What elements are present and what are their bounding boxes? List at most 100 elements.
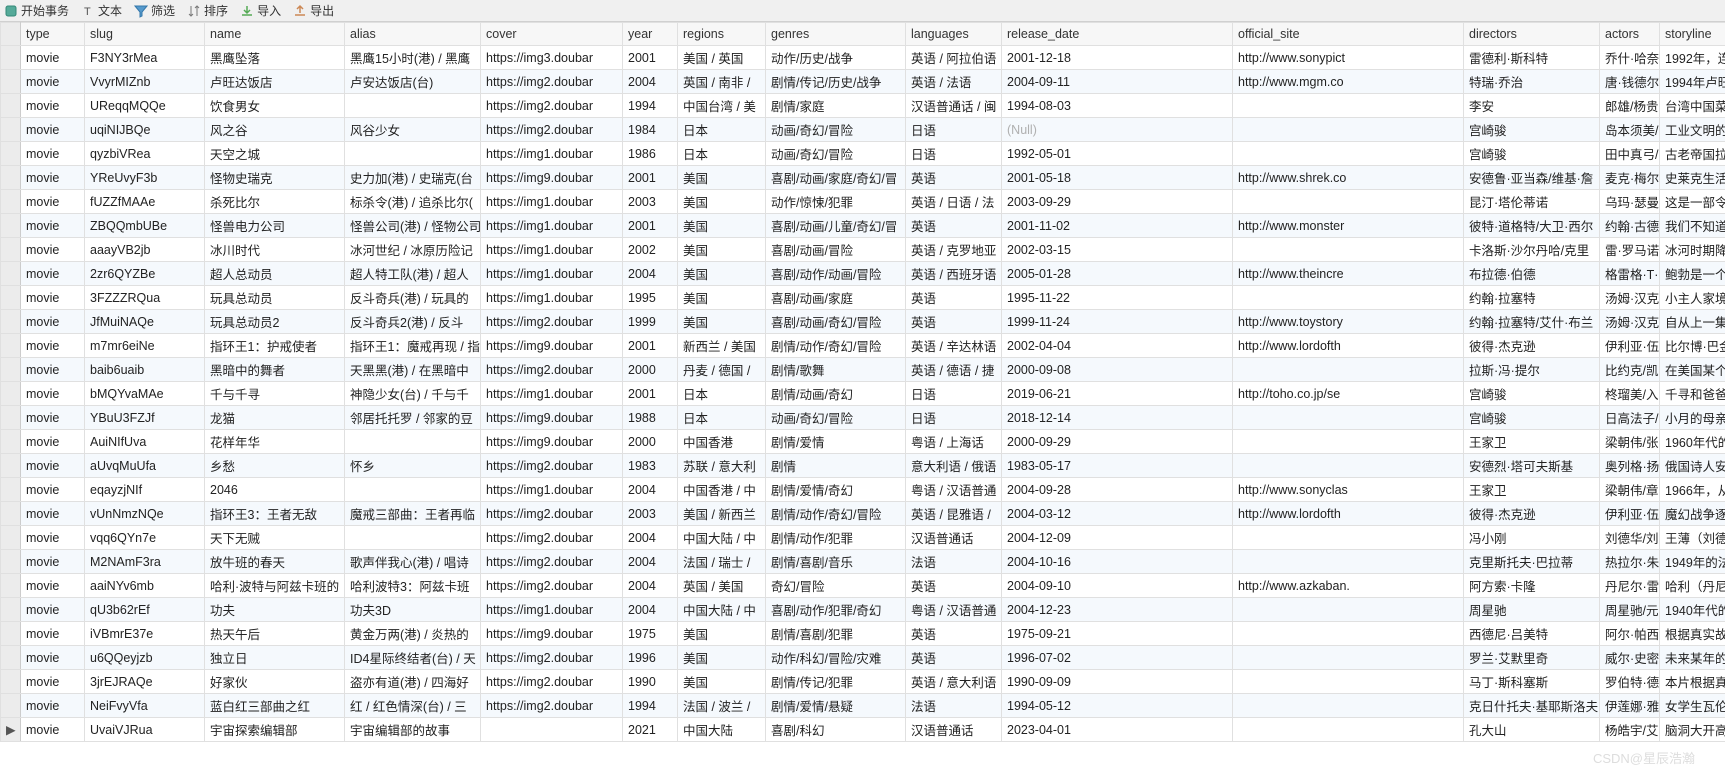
cell-cover[interactable] — [481, 718, 623, 742]
cell-alias[interactable]: 怀乡 — [345, 454, 481, 478]
cell-regions[interactable]: 丹麦 / 德国 / — [678, 358, 766, 382]
cell-official_site[interactable] — [1233, 694, 1464, 718]
cell-official_site[interactable] — [1233, 358, 1464, 382]
cell-genres[interactable]: 剧情 — [766, 454, 906, 478]
column-header-slug[interactable]: slug — [85, 23, 205, 46]
cell-directors[interactable]: 特瑞·乔治 — [1464, 70, 1600, 94]
cell-release_date[interactable]: 2023-04-01 — [1002, 718, 1233, 742]
cell-official_site[interactable] — [1233, 550, 1464, 574]
table-row[interactable]: movieeqayzjNIf2046https://img1.doubar200… — [1, 478, 1725, 502]
cell-genres[interactable]: 动画/奇幻/冒险 — [766, 142, 906, 166]
cell-official_site[interactable]: http://www.theincre — [1233, 262, 1464, 286]
cell-actors[interactable]: 周星驰/元 — [1600, 598, 1660, 622]
cell-storyline[interactable]: 脑洞大开高分 — [1660, 718, 1725, 742]
sort-button[interactable]: 排序 — [187, 2, 228, 19]
cell-year[interactable]: 2001 — [623, 166, 678, 190]
cell-official_site[interactable] — [1233, 526, 1464, 550]
cell-alias[interactable]: 史力加(港) / 史瑞克(台 — [345, 166, 481, 190]
cell-genres[interactable]: 剧情/爱情/悬疑 — [766, 694, 906, 718]
cell-name[interactable]: 指环王3：王者无敌 — [205, 502, 345, 526]
cell-genres[interactable]: 喜剧/动作/犯罪/奇幻 — [766, 598, 906, 622]
cell-cover[interactable]: https://img1.doubar — [481, 214, 623, 238]
cell-directors[interactable]: 马丁·斯科塞斯 — [1464, 670, 1600, 694]
cell-genres[interactable]: 剧情/动作/犯罪 — [766, 526, 906, 550]
cell-cover[interactable]: https://img1.doubar — [481, 382, 623, 406]
cell-slug[interactable]: fUZZfMAAe — [85, 190, 205, 214]
cell-year[interactable]: 2004 — [623, 598, 678, 622]
cell-alias[interactable]: 风谷少女 — [345, 118, 481, 142]
cell-storyline[interactable]: 冰河时期降至 — [1660, 238, 1725, 262]
cell-slug[interactable]: M2NAmF3ra — [85, 550, 205, 574]
cell-languages[interactable]: 日语 — [906, 118, 1002, 142]
cell-cover[interactable]: https://img1.doubar — [481, 142, 623, 166]
cell-cover[interactable]: https://img2.doubar — [481, 70, 623, 94]
cell-storyline[interactable]: 比尔博·巴金斯 — [1660, 334, 1725, 358]
cell-alias[interactable] — [345, 478, 481, 502]
cell-name[interactable]: 指环王1：护戒使者 — [205, 334, 345, 358]
cell-cover[interactable]: https://img2.doubar — [481, 94, 623, 118]
cell-type[interactable]: movie — [21, 454, 85, 478]
cell-actors[interactable]: 乌玛·瑟曼/ — [1600, 190, 1660, 214]
column-header-release_date[interactable]: release_date — [1002, 23, 1233, 46]
cell-official_site[interactable] — [1233, 670, 1464, 694]
cell-official_site[interactable] — [1233, 406, 1464, 430]
cell-official_site[interactable] — [1233, 94, 1464, 118]
cell-regions[interactable]: 苏联 / 意大利 — [678, 454, 766, 478]
cell-official_site[interactable] — [1233, 286, 1464, 310]
column-header-alias[interactable]: alias — [345, 23, 481, 46]
cell-cover[interactable]: https://img2.doubar — [481, 502, 623, 526]
cell-slug[interactable]: F3NY3rMea — [85, 46, 205, 70]
cell-year[interactable]: 1995 — [623, 286, 678, 310]
cell-alias[interactable]: 怪兽公司(港) / 怪物公司 — [345, 214, 481, 238]
cell-type[interactable]: movie — [21, 646, 85, 670]
cell-storyline[interactable]: 自从上一集牛 — [1660, 310, 1725, 334]
cell-directors[interactable]: 王家卫 — [1464, 430, 1600, 454]
cell-regions[interactable]: 日本 — [678, 118, 766, 142]
cell-release_date[interactable]: 1983-05-17 — [1002, 454, 1233, 478]
cell-actors[interactable]: 雷·罗马诺/ — [1600, 238, 1660, 262]
cell-languages[interactable]: 汉语普通话 — [906, 718, 1002, 742]
cell-cover[interactable]: https://img2.doubar — [481, 550, 623, 574]
cell-release_date[interactable]: 1975-09-21 — [1002, 622, 1233, 646]
cell-alias[interactable]: 功夫3D — [345, 598, 481, 622]
cell-genres[interactable]: 动作/惊悚/犯罪 — [766, 190, 906, 214]
cell-alias[interactable]: 天黑黑(港) / 在黑暗中 — [345, 358, 481, 382]
cell-official_site[interactable]: http://www.monster — [1233, 214, 1464, 238]
cell-slug[interactable]: vqq6QYn7e — [85, 526, 205, 550]
cell-release_date[interactable]: 2005-01-28 — [1002, 262, 1233, 286]
column-header-type[interactable]: type — [21, 23, 85, 46]
cell-storyline[interactable]: 女学生瓦伦丁 — [1660, 694, 1725, 718]
cell-slug[interactable]: uqiNIJBQe — [85, 118, 205, 142]
cell-type[interactable]: movie — [21, 214, 85, 238]
table-row[interactable]: movieaaiNYv6mb哈利·波特与阿兹卡班的哈利波特3：阿兹卡班https… — [1, 574, 1725, 598]
cell-storyline[interactable]: 史莱克生活在 — [1660, 166, 1725, 190]
cell-directors[interactable]: 安德烈·塔可夫斯基 — [1464, 454, 1600, 478]
cell-languages[interactable]: 英语 — [906, 574, 1002, 598]
cell-storyline[interactable]: 1994年卢旺达 — [1660, 70, 1725, 94]
data-grid[interactable]: typeslugnamealiascoveryearregionsgenresl… — [0, 22, 1725, 775]
cell-actors[interactable]: 郎雄/杨贵 — [1600, 94, 1660, 118]
cell-name[interactable]: 哈利·波特与阿兹卡班的 — [205, 574, 345, 598]
cell-storyline[interactable]: 未来某年的7 — [1660, 646, 1725, 670]
cell-regions[interactable]: 美国 / 英国 — [678, 46, 766, 70]
cell-languages[interactable]: 英语 / 德语 / 捷 — [906, 358, 1002, 382]
cell-languages[interactable]: 法语 — [906, 694, 1002, 718]
cell-release_date[interactable]: 2000-09-29 — [1002, 430, 1233, 454]
cell-name[interactable]: 卢旺达饭店 — [205, 70, 345, 94]
cell-slug[interactable]: 3FZZZRQua — [85, 286, 205, 310]
cell-type[interactable]: movie — [21, 262, 85, 286]
cell-alias[interactable]: ID4星际终结者(台) / 天 — [345, 646, 481, 670]
cell-type[interactable]: movie — [21, 598, 85, 622]
cell-official_site[interactable]: http://www.toystory — [1233, 310, 1464, 334]
cell-storyline[interactable]: 在美国某个乡 — [1660, 358, 1725, 382]
cell-actors[interactable]: 汤姆·汉克 — [1600, 310, 1660, 334]
cell-type[interactable]: movie — [21, 574, 85, 598]
cell-official_site[interactable]: http://www.sonypict — [1233, 46, 1464, 70]
cell-name[interactable]: 宇宙探索编辑部 — [205, 718, 345, 742]
cell-release_date[interactable]: 2004-09-10 — [1002, 574, 1233, 598]
start-transaction-button[interactable]: 开始事务 — [4, 2, 69, 19]
cell-genres[interactable]: 喜剧/动画/冒险 — [766, 238, 906, 262]
table-row[interactable]: movieZBQQmbUBe怪兽电力公司怪兽公司(港) / 怪物公司https:… — [1, 214, 1725, 238]
cell-name[interactable]: 怪物史瑞克 — [205, 166, 345, 190]
cell-release_date[interactable]: 2004-12-23 — [1002, 598, 1233, 622]
